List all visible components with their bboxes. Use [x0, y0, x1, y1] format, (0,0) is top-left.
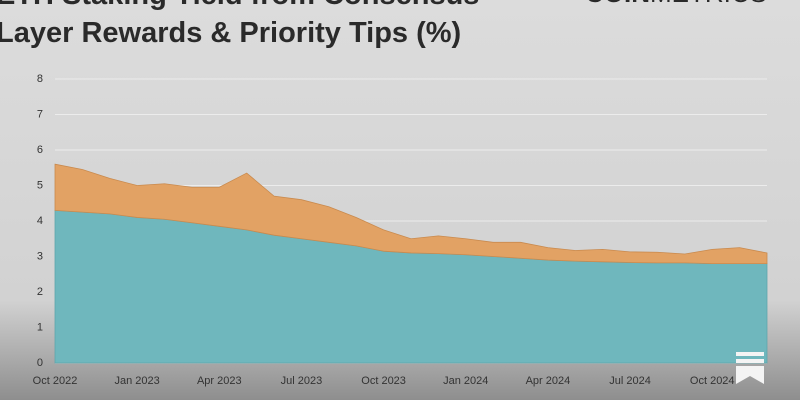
y-tick-label: 0: [37, 357, 43, 369]
y-tick-label: 3: [37, 250, 43, 262]
x-tick-label: Jan 2024: [443, 375, 488, 387]
y-tick-label: 4: [37, 215, 43, 227]
x-tick-label: Jul 2023: [281, 375, 323, 387]
x-tick-label: Oct 2023: [361, 375, 406, 387]
x-tick-label: Oct 2024: [690, 375, 735, 387]
x-tick-label: Apr 2024: [526, 375, 571, 387]
corner-icon: [736, 352, 764, 384]
chart-title: Layer Rewards & Priority Tips (%): [0, 17, 461, 49]
x-tick-label: Apr 2023: [197, 375, 242, 387]
logo: COINMETRICS: [585, 0, 767, 8]
chart-title: ETH Staking Yield from Consensus: [0, 0, 479, 11]
y-tick-label: 2: [37, 286, 43, 298]
plot: 0 1 2 3 4 5 6 7 8 Oct 2022 Jan 2023 Apr 2023 Jul 202…: [33, 73, 768, 387]
y-tick-label: 8: [37, 73, 43, 85]
logo-part: COIN: [585, 0, 650, 8]
logo-part: METRICS: [650, 0, 767, 8]
x-tick-label: Jul 2024: [609, 375, 651, 387]
y-tick-label: 1: [37, 321, 43, 333]
y-tick-label: 6: [37, 144, 43, 156]
x-tick-label: Jan 2023: [115, 375, 160, 387]
y-tick-label: 5: [37, 179, 43, 191]
area: [54, 163, 768, 264]
y-tick-label: 7: [37, 108, 43, 120]
x-tick-label: Oct 2022: [33, 375, 78, 387]
